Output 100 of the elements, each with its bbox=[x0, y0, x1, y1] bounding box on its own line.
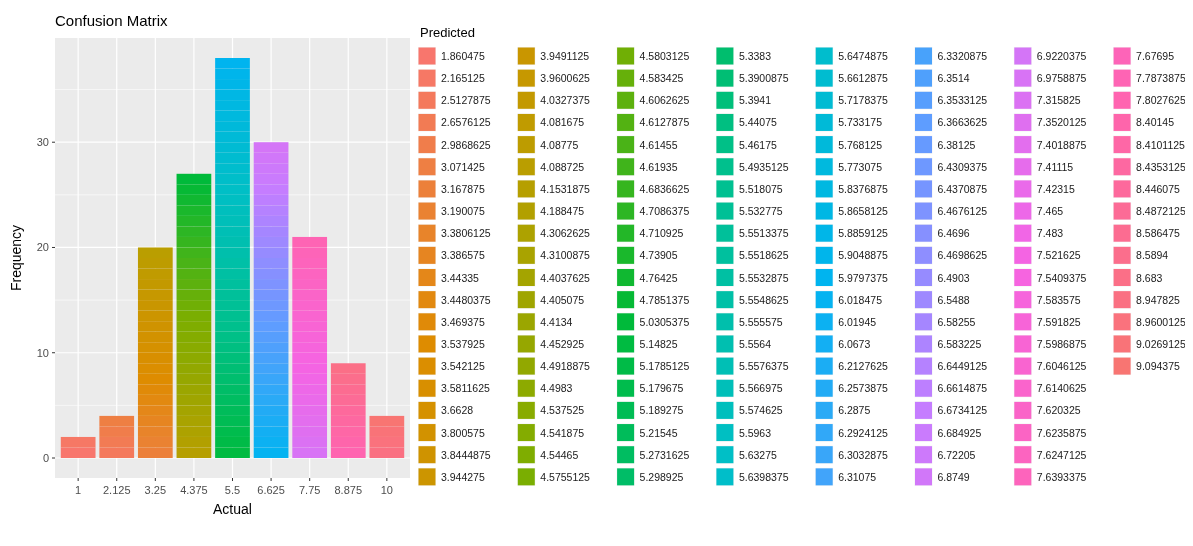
y-axis-title: Frequency bbox=[8, 224, 24, 292]
legend-label: 4.6836625 bbox=[639, 182, 690, 195]
legend-label: 6.6614875 bbox=[937, 382, 988, 395]
chart-title: Confusion Matrix bbox=[55, 12, 169, 29]
x-tick-label: 6.625 bbox=[257, 484, 285, 496]
legend-label: 6.0673 bbox=[838, 337, 871, 350]
legend-label: 6.4698625 bbox=[937, 249, 988, 262]
legend-label: 2.165125 bbox=[441, 72, 485, 85]
legend-label: 5.44075 bbox=[738, 116, 778, 129]
legend-label: 8.683 bbox=[1136, 271, 1163, 284]
legend-label: 7.583575 bbox=[1036, 293, 1081, 306]
legend-label: 4.61455 bbox=[639, 138, 678, 151]
x-tick-label: 1 bbox=[75, 484, 82, 496]
legend-label: 6.3514 bbox=[937, 72, 970, 85]
legend-label: 4.541875 bbox=[540, 426, 585, 439]
legend-label: 7.521625 bbox=[1036, 249, 1081, 262]
legend-label: 1.860475 bbox=[441, 50, 485, 62]
legend-title: Predicted bbox=[420, 25, 475, 40]
legend-label: 7.5409375 bbox=[1036, 271, 1087, 284]
legend-label: 4.1531875 bbox=[540, 182, 591, 195]
legend-label: 5.5532875 bbox=[738, 271, 789, 284]
legend-label: 7.315825 bbox=[1036, 94, 1081, 107]
legend-label: 8.4101125 bbox=[1136, 138, 1186, 151]
legend-label: 4.6062625 bbox=[639, 94, 690, 107]
legend-label: 6.3320875 bbox=[937, 50, 988, 62]
legend-label: 6.018475 bbox=[838, 293, 883, 306]
legend-label: 6.583225 bbox=[937, 337, 982, 350]
legend-label: 5.46175 bbox=[738, 138, 778, 151]
legend-label: 4.6127875 bbox=[639, 116, 690, 129]
legend-label: 5.5513375 bbox=[738, 227, 789, 240]
legend-label: 3.5811625 bbox=[441, 382, 491, 395]
legend-label: 5.14825 bbox=[639, 337, 678, 350]
legend-label: 6.72205 bbox=[937, 448, 976, 461]
legend-label: 5.5548625 bbox=[738, 293, 789, 306]
legend-label: 3.537925 bbox=[441, 337, 485, 350]
legend-label: 6.2573875 bbox=[838, 382, 888, 395]
legend-label: 7.41115 bbox=[1036, 160, 1074, 173]
legend-label: 4.4134 bbox=[540, 315, 573, 328]
legend-label: 3.800575 bbox=[441, 426, 485, 439]
legend-label: 2.5127875 bbox=[441, 94, 491, 107]
legend-label: 5.555575 bbox=[738, 315, 783, 328]
legend-label: 7.620325 bbox=[1036, 404, 1081, 417]
legend-label: 6.4696 bbox=[937, 227, 970, 240]
legend-label: 7.6046125 bbox=[1036, 360, 1087, 373]
legend-label: 4.3062625 bbox=[540, 227, 591, 240]
legend-label: 6.01945 bbox=[838, 315, 877, 328]
legend-label: 5.5564 bbox=[738, 337, 772, 350]
legend-label: 5.4935125 bbox=[738, 160, 789, 173]
legend-label: 6.58255 bbox=[937, 315, 976, 328]
legend-label: 5.5576375 bbox=[738, 360, 789, 373]
legend-label: 4.081675 bbox=[540, 116, 585, 129]
legend-label: 4.3100875 bbox=[540, 249, 591, 262]
legend-label: 6.9220375 bbox=[1036, 50, 1087, 62]
legend-label: 3.44335 bbox=[441, 271, 480, 284]
legend-label: 5.0305375 bbox=[639, 315, 690, 328]
y-tick-label: 0 bbox=[42, 451, 49, 464]
legend-label: 4.583425 bbox=[639, 72, 684, 85]
legend-label: 5.518075 bbox=[738, 182, 783, 195]
legend-label: 4.7851375 bbox=[639, 293, 690, 306]
legend-label: 6.6734125 bbox=[937, 404, 988, 417]
legend-label: 5.9797375 bbox=[838, 271, 888, 284]
legend-label: 5.566975 bbox=[738, 382, 783, 395]
legend-label: 5.8859125 bbox=[838, 227, 888, 240]
x-tick-label: 2.125 bbox=[102, 484, 131, 496]
legend-label: 4.5803125 bbox=[639, 50, 690, 62]
legend-label: 5.7178375 bbox=[838, 94, 888, 107]
legend-label: 5.574625 bbox=[738, 404, 783, 417]
legend-label: 3.944275 bbox=[441, 470, 485, 483]
legend-label: 8.4872125 bbox=[1136, 205, 1186, 218]
legend-label: 7.8027625 bbox=[1136, 94, 1186, 107]
legend-label: 3.8444875 bbox=[441, 448, 491, 461]
y-tick-label: 20 bbox=[36, 241, 49, 254]
legend-label: 4.537525 bbox=[540, 404, 585, 417]
legend-label: 4.4983 bbox=[540, 382, 573, 395]
legend-label: 8.586475 bbox=[1136, 227, 1181, 240]
legend-label: 7.483 bbox=[1036, 227, 1064, 240]
legend-label: 4.61935 bbox=[639, 160, 678, 173]
legend-label: 3.4480375 bbox=[441, 293, 491, 306]
legend-label: 2.6576125 bbox=[441, 116, 491, 129]
x-tick-label: 7.75 bbox=[298, 484, 321, 496]
legend-label: 7.6140625 bbox=[1036, 382, 1087, 395]
legend-label: 7.7873875 bbox=[1136, 72, 1186, 85]
legend-label: 3.9491125 bbox=[540, 50, 590, 62]
legend-label: 8.40145 bbox=[1136, 116, 1175, 129]
legend-label: 6.6449125 bbox=[937, 360, 988, 373]
legend-label: 5.532775 bbox=[738, 205, 783, 218]
legend-label: 4.088725 bbox=[540, 160, 585, 173]
x-tick-label: 5.5 bbox=[224, 484, 241, 496]
legend-label: 7.67695 bbox=[1136, 50, 1175, 62]
legend-label: 5.3383 bbox=[738, 50, 772, 62]
legend-label: 6.4309375 bbox=[937, 160, 988, 173]
legend-label: 6.684925 bbox=[937, 426, 982, 439]
legend-label: 9.094375 bbox=[1136, 360, 1181, 373]
legend-label: 7.6235875 bbox=[1036, 426, 1087, 439]
legend-label: 5.3900875 bbox=[738, 72, 789, 85]
legend-label: 8.947825 bbox=[1136, 293, 1181, 306]
legend-label: 5.6398375 bbox=[738, 470, 789, 483]
legend-label: 6.38125 bbox=[937, 138, 976, 151]
legend-label: 3.167875 bbox=[441, 182, 485, 195]
legend-label: 5.3941 bbox=[738, 94, 772, 107]
